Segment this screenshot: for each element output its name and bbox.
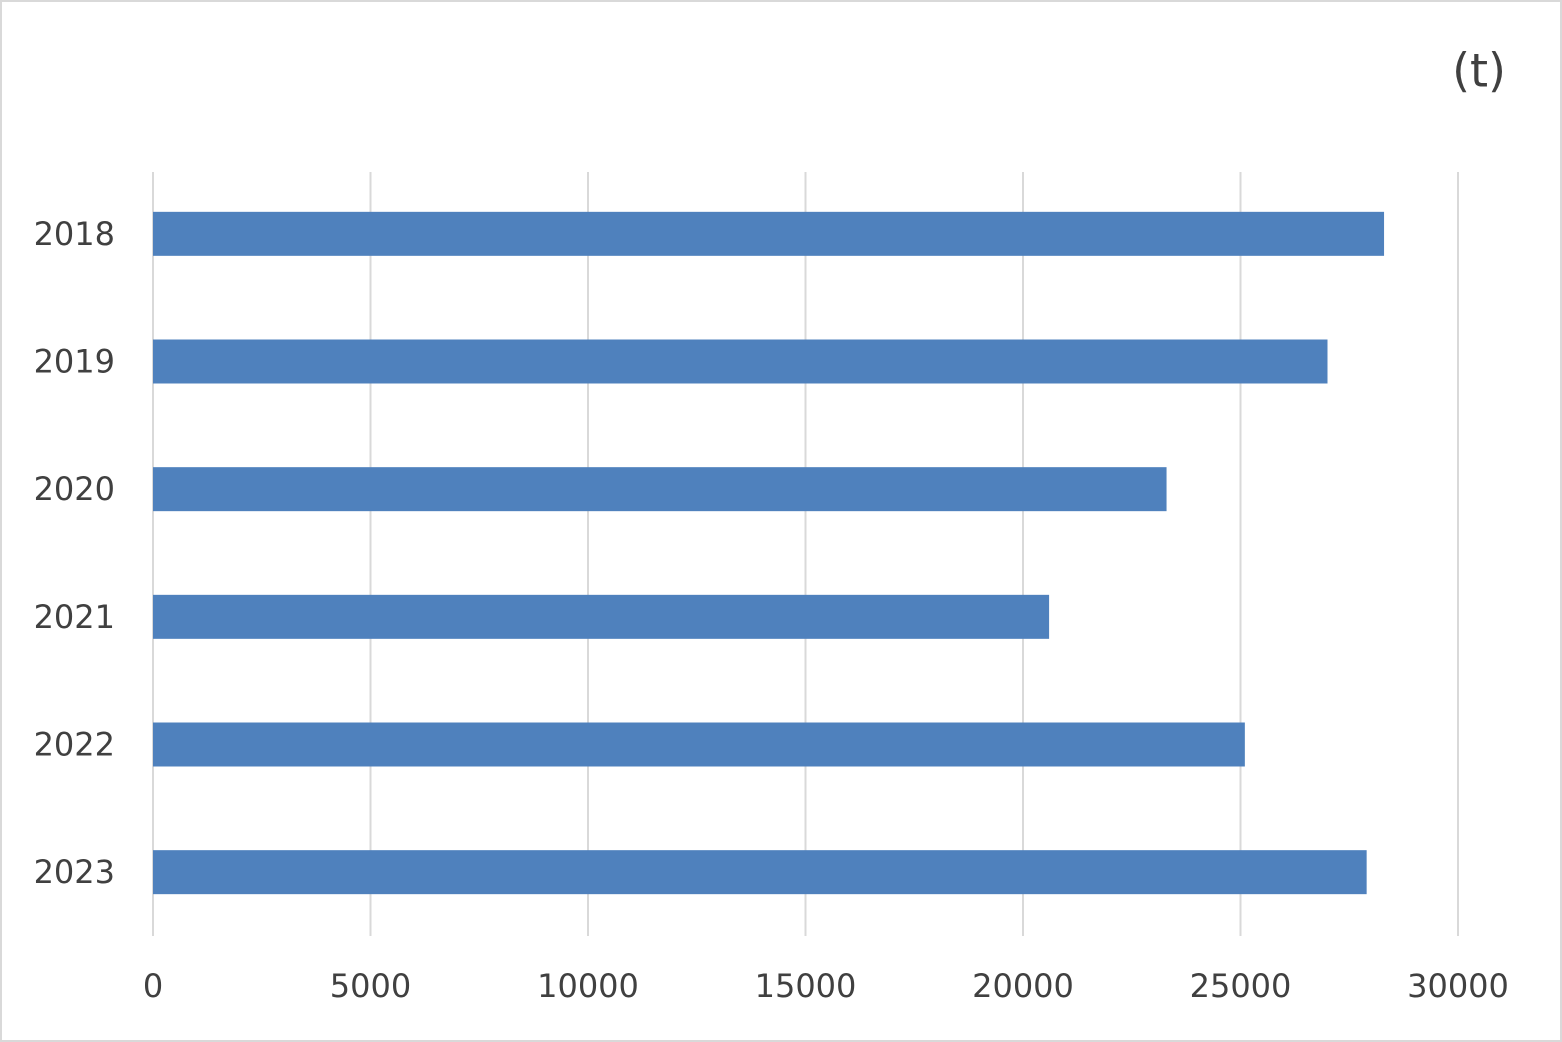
x-tick-label: 0 bbox=[143, 967, 163, 1005]
y-tick-label: 2023 bbox=[34, 853, 115, 891]
bar bbox=[153, 467, 1167, 512]
x-tick-label: 5000 bbox=[330, 967, 411, 1005]
y-tick-label: 2022 bbox=[34, 726, 115, 764]
y-tick-label: 2021 bbox=[34, 598, 115, 636]
bar bbox=[153, 211, 1385, 256]
x-tick-label: 30000 bbox=[1407, 967, 1509, 1005]
bar bbox=[153, 339, 1328, 384]
y-tick-label: 2019 bbox=[34, 343, 115, 381]
x-tick-label: 15000 bbox=[755, 967, 857, 1005]
x-tick-label: 25000 bbox=[1190, 967, 1292, 1005]
unit-label: (t) bbox=[1452, 44, 1506, 98]
y-tick-label: 2020 bbox=[34, 470, 115, 508]
bar bbox=[153, 850, 1367, 895]
y-tick-label: 2018 bbox=[34, 215, 115, 253]
bar bbox=[153, 722, 1245, 767]
x-tick-label: 10000 bbox=[537, 967, 639, 1005]
x-tick-label: 20000 bbox=[972, 967, 1074, 1005]
bar bbox=[153, 594, 1050, 639]
